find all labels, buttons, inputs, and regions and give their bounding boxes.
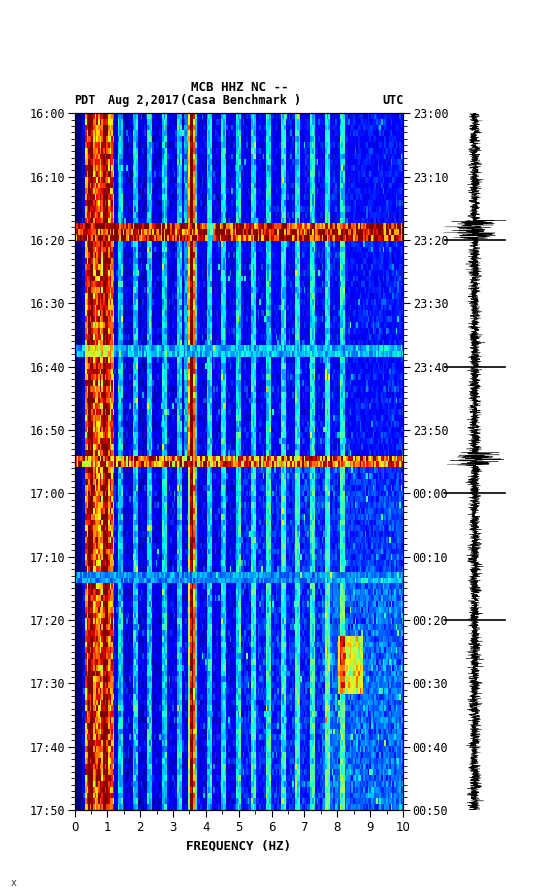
Text: USGS: USGS [21,17,51,29]
X-axis label: FREQUENCY (HZ): FREQUENCY (HZ) [186,839,291,853]
Text: x: x [11,878,17,888]
Text: UTC: UTC [383,94,404,107]
Text: (Casa Benchmark ): (Casa Benchmark ) [179,94,301,107]
Text: MCB HHZ NC --: MCB HHZ NC -- [192,80,289,94]
Text: PDT: PDT [75,94,96,107]
Text: Aug 2,2017: Aug 2,2017 [108,94,179,107]
